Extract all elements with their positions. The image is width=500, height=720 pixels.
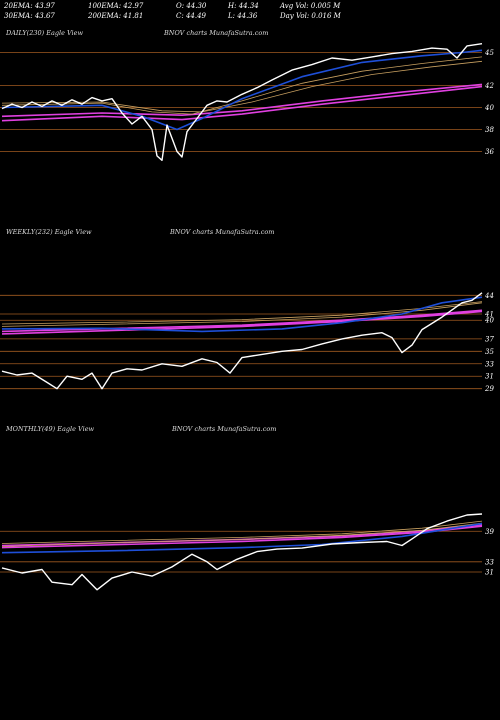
weekly-tick-label: 44	[484, 292, 494, 300]
monthly-price-line	[1, 513, 483, 591]
daily-ema-slow-line	[1, 83, 483, 118]
weekly-ema-fast-line	[1, 296, 483, 333]
weekly-price-line	[1, 292, 483, 390]
weekly-ema-mid-line	[1, 301, 483, 325]
weekly-tick-label: 29	[484, 385, 494, 393]
daily-tick-label: 36	[485, 148, 494, 156]
monthly-panel-watermark: BNOV charts MunafaSutra.com	[172, 425, 277, 433]
daily-tick-label: 40	[484, 104, 494, 112]
daily-ema-mid-line	[1, 56, 483, 115]
weekly-panel-watermark: BNOV charts MunafaSutra.com	[170, 228, 275, 236]
weekly-panel-title: WEEKLY(232) Eagle View	[6, 228, 92, 236]
daily-panel-title: DAILY(230) Eagle View	[6, 29, 84, 37]
weekly-tick-label: 31	[485, 373, 494, 381]
ema200-readout: 200EMA: 41.81	[88, 12, 144, 20]
monthly-ema-mid-line	[1, 522, 483, 547]
weekly-tick-label: 35	[485, 348, 494, 356]
daily-ema-mid-line	[1, 60, 483, 113]
daily-panel-watermark: BNOV charts MunafaSutra.com	[164, 29, 269, 37]
monthly-ema-fast-line	[1, 522, 483, 554]
ema30-readout: 30EMA: 43.67	[4, 12, 55, 20]
daily-price-line	[1, 43, 483, 161]
weekly-tick-label: 41	[484, 311, 494, 319]
weekly-tick-label: 33	[485, 360, 494, 368]
avg-volume-readout: Avg Vol: 0.005 M	[280, 2, 341, 10]
daily-ema-slow-line	[1, 85, 483, 122]
monthly-panel-title: MONTHLY(49) Eagle View	[6, 425, 95, 433]
weekly-tick-label: 37	[485, 335, 494, 343]
high-readout: H: 44.34	[228, 2, 259, 10]
daily-tick-label: 38	[485, 126, 494, 134]
close-readout: C: 44.49	[176, 12, 206, 20]
ema100-readout: 100EMA: 42.97	[88, 2, 144, 10]
low-readout: L: 44.36	[228, 12, 258, 20]
weekly-tick-label: 40	[484, 317, 494, 325]
monthly-tick-label: 31	[485, 569, 494, 577]
daily-tick-label: 42	[484, 82, 494, 90]
weekly-ema-mid-line	[1, 302, 483, 327]
weekly-ema-slow-line	[1, 310, 483, 335]
daily-tick-label: 45	[484, 49, 494, 57]
monthly-tick-label: 39	[485, 528, 494, 536]
monthly-tick-label: 33	[485, 558, 494, 566]
daily-ema-fast-line	[1, 49, 483, 131]
open-readout: O: 44.30	[176, 2, 207, 10]
ema20-readout: 20EMA: 43.97	[4, 2, 55, 10]
day-volume-readout: Day Vol: 0.016 M	[280, 12, 341, 20]
